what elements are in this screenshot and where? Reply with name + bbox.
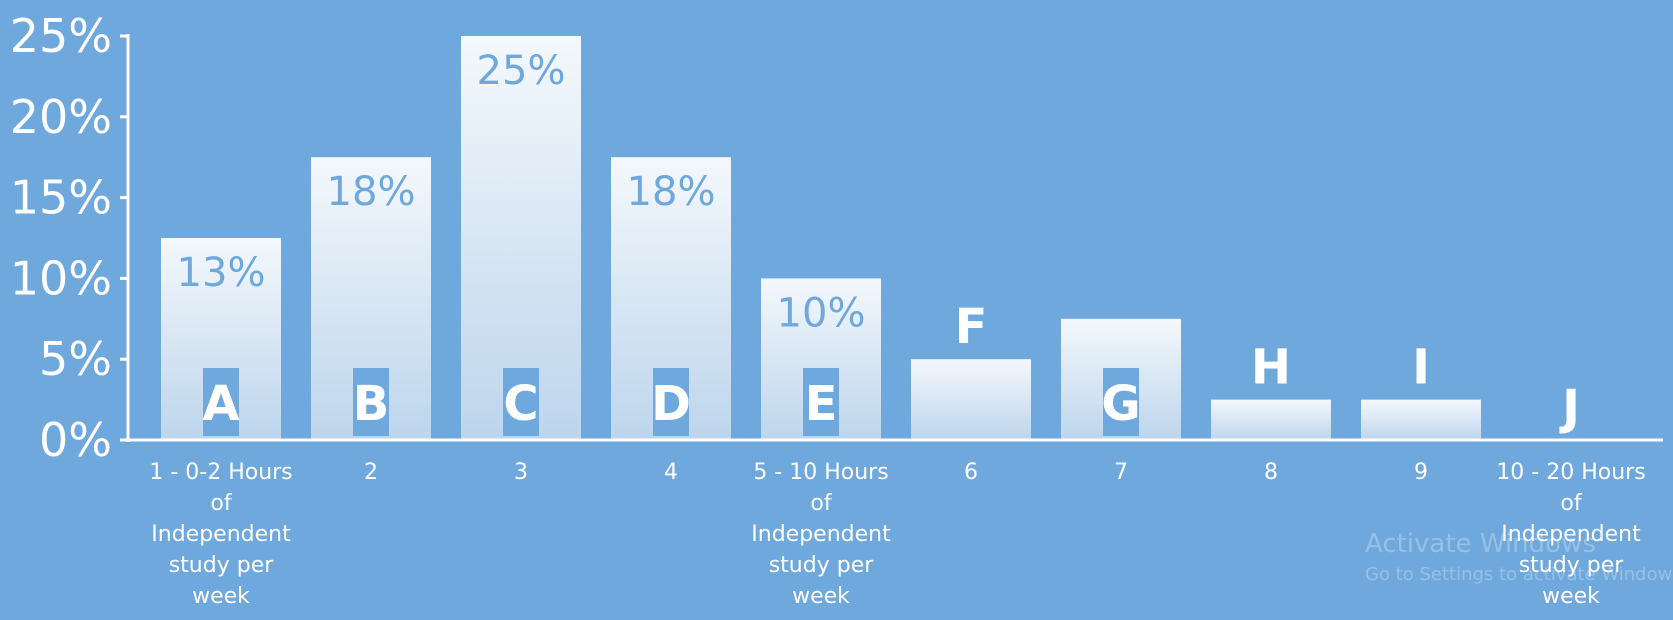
x-tick-label-line: 7 [1114, 460, 1128, 485]
x-tick-label-line: week [792, 584, 850, 609]
bar-letter: F [955, 299, 988, 355]
letter-box [1103, 368, 1139, 436]
x-tick-label: 7 [1114, 460, 1128, 485]
letter-box [503, 368, 539, 436]
x-tick-label: 5 - 10 Hours of Independent study per week [751, 460, 891, 609]
x-tick-label-line: 5 - 10 Hours [753, 460, 888, 485]
letter-box [653, 368, 689, 436]
y-tick-label: 15% [10, 171, 112, 225]
watermark-line-1: Activate Windows [1365, 529, 1596, 559]
y-tick-label: 5% [39, 332, 112, 386]
y-tick-label: 25% [10, 9, 112, 63]
x-tick-label-line: Independent [151, 522, 291, 547]
letter-box [203, 368, 239, 436]
x-tick-label-line: study per [769, 553, 875, 578]
x-tick-label-line: 2 [364, 460, 378, 485]
bar-letter: C [503, 376, 538, 432]
bar-letter: H [1251, 340, 1291, 396]
x-tick-label-line: 1 - 0-2 Hours [149, 460, 292, 485]
y-tick-label: 20% [10, 90, 112, 144]
value-label: 10% [777, 290, 866, 336]
x-tick-label-line: 9 [1414, 460, 1428, 485]
x-tick-label: 1 - 0-2 Hours of Independent study per week [149, 460, 292, 609]
bar-letter: B [353, 376, 390, 432]
x-tick-label: 3 [514, 460, 528, 485]
value-label: 18% [627, 169, 716, 215]
x-tick-label-line: 6 [964, 460, 978, 485]
y-axis: 0% 5% 10% 15% 20% 25% [10, 9, 130, 467]
x-tick-label-line: of [1560, 491, 1582, 516]
x-tick-label-line: of [210, 491, 232, 516]
bar-letter: D [651, 376, 691, 432]
x-tick-label-line: study per [1519, 553, 1625, 578]
value-label: 13% [177, 250, 266, 296]
bar [1361, 399, 1481, 440]
x-tick-label-line: 10 - 20 Hours [1496, 460, 1645, 485]
bar-letter: J [1559, 380, 1580, 436]
x-tick-label-line: 3 [514, 460, 528, 485]
x-tick-label: 10 - 20 Hours of Independent study per week [1496, 460, 1645, 609]
letter-box [353, 368, 389, 436]
x-tick-label: 2 [364, 460, 378, 485]
x-tick-label-line: Independent [751, 522, 891, 547]
value-label: 25% [477, 48, 566, 94]
x-tick-label-line: 4 [664, 460, 678, 485]
bar-letter: G [1101, 376, 1140, 432]
bar [911, 359, 1031, 440]
x-tick-label-line: study per [169, 553, 275, 578]
bar [1211, 399, 1331, 440]
bar-letter: A [202, 376, 239, 432]
letter-box [803, 368, 839, 436]
x-tick-label: 9 [1414, 460, 1428, 485]
x-tick-label-line: week [192, 584, 250, 609]
bar-letter: E [805, 376, 838, 432]
y-tick-label: 0% [39, 413, 112, 467]
bars: 13% A 18% B 25% C 18% D 10% E F G H I J [161, 36, 1580, 440]
watermark-line-2: Go to Settings to activate Windows. [1365, 564, 1673, 585]
x-tick-label: 4 [664, 460, 678, 485]
x-tick-label-line: of [810, 491, 832, 516]
x-tick-label-line: Independent [1501, 522, 1641, 547]
bar-letter: I [1412, 340, 1430, 396]
x-axis: 1 - 0-2 Hours of Independent study per week 2… [128, 438, 1663, 609]
x-tick-label-line: 8 [1264, 460, 1278, 485]
x-tick-label-line: week [1542, 584, 1600, 609]
x-tick-label: 8 [1264, 460, 1278, 485]
y-tick-label: 10% [10, 251, 112, 305]
x-tick-label: 6 [964, 460, 978, 485]
watermark: Activate Windows Go to Settings to activ… [1365, 529, 1673, 585]
value-label: 18% [327, 169, 416, 215]
